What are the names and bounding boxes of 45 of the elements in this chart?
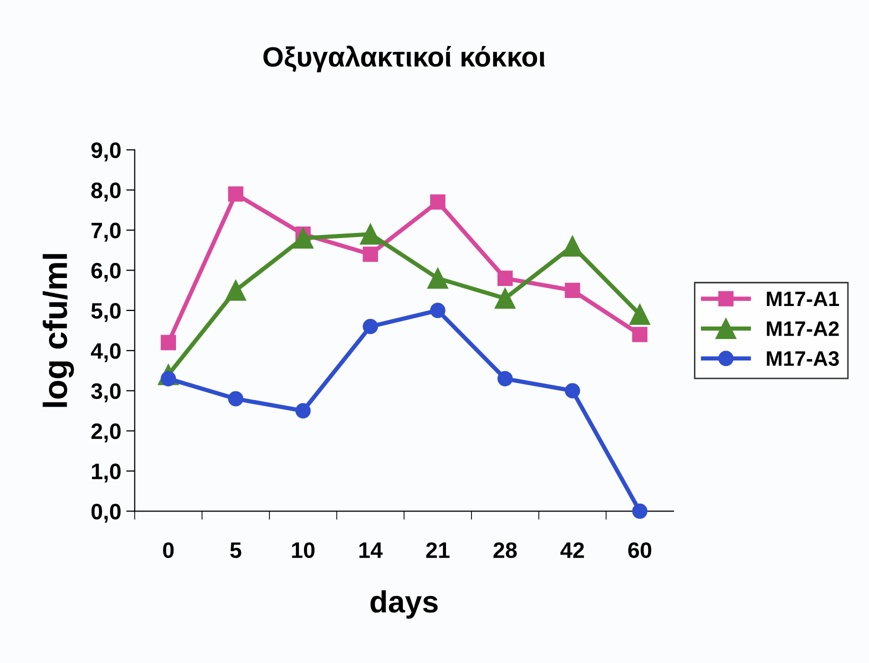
x-tick-label: 60 — [628, 542, 652, 558]
x-tick-label: 5 — [230, 542, 242, 558]
point — [497, 371, 513, 386]
point — [564, 282, 580, 298]
x-tick-label: 21 — [426, 542, 450, 558]
y-axis-title: log cfu/ml — [42, 254, 74, 407]
x-tick-label: 42 — [560, 542, 584, 558]
point — [430, 194, 446, 210]
point — [497, 270, 513, 286]
point — [228, 391, 244, 406]
point — [295, 403, 311, 418]
point — [160, 334, 176, 350]
legend-label: M17-A3 — [766, 351, 839, 366]
y-tick-label: 5,0 — [91, 302, 121, 322]
y-tick-label: 2,0 — [91, 423, 121, 442]
x-axis-title: days — [370, 590, 438, 619]
point — [362, 318, 378, 334]
y-tick-label: 7,0 — [92, 222, 121, 242]
point — [632, 326, 648, 342]
y-tick-label: 4,0 — [90, 343, 121, 362]
chart-title: Οξυγαλακτικοί κόκκοι — [263, 46, 545, 72]
point — [360, 224, 381, 245]
y-tick-label: 0,0 — [91, 504, 121, 523]
point — [430, 302, 446, 318]
point — [225, 280, 246, 301]
legend-label: M17-A1 — [766, 292, 840, 306]
legend-label: M17-A2 — [766, 321, 839, 336]
point — [292, 228, 314, 249]
y-tick-label: 6,0 — [91, 262, 121, 282]
x-tick-label: 14 — [359, 542, 383, 558]
y-tick-label: 8,0 — [91, 182, 121, 202]
point — [562, 236, 583, 257]
x-tick-label: 28 — [494, 542, 517, 558]
point — [494, 288, 516, 309]
y-tick-label: 3,0 — [91, 383, 121, 402]
y-tick-label: 1,0 — [92, 464, 121, 483]
point — [228, 186, 244, 202]
x-tick-label: 10 — [292, 542, 315, 558]
point — [632, 504, 648, 519]
point — [564, 383, 580, 398]
point — [362, 246, 378, 262]
x-tick-label: 0 — [163, 542, 174, 558]
y-tick-label: 9,0 — [91, 142, 121, 162]
point — [629, 304, 650, 325]
point — [427, 268, 448, 289]
